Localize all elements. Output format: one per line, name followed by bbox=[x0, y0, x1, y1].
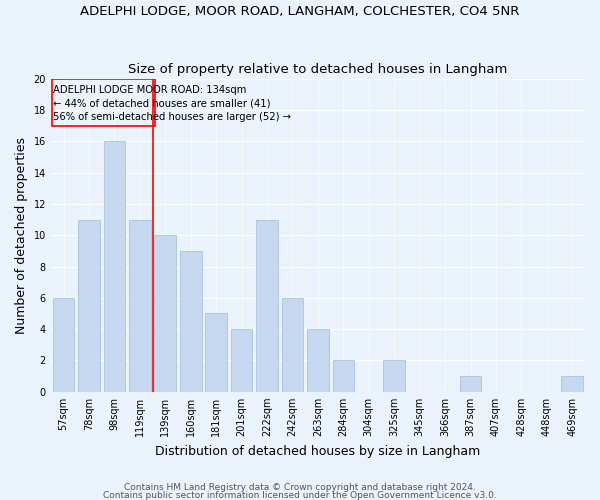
Bar bbox=[180, 251, 202, 392]
Bar bbox=[307, 329, 329, 392]
Text: ADELPHI LODGE MOOR ROAD: 134sqm: ADELPHI LODGE MOOR ROAD: 134sqm bbox=[53, 85, 247, 95]
X-axis label: Distribution of detached houses by size in Langham: Distribution of detached houses by size … bbox=[155, 444, 481, 458]
Bar bbox=[78, 220, 100, 392]
Bar bbox=[154, 235, 176, 392]
Text: Contains HM Land Registry data © Crown copyright and database right 2024.: Contains HM Land Registry data © Crown c… bbox=[124, 484, 476, 492]
Text: 56% of semi-detached houses are larger (52) →: 56% of semi-detached houses are larger (… bbox=[53, 112, 292, 122]
Bar bbox=[104, 141, 125, 392]
Text: Contains public sector information licensed under the Open Government Licence v3: Contains public sector information licen… bbox=[103, 490, 497, 500]
Title: Size of property relative to detached houses in Langham: Size of property relative to detached ho… bbox=[128, 63, 508, 76]
Bar bbox=[460, 376, 481, 392]
Bar bbox=[281, 298, 303, 392]
Bar bbox=[53, 298, 74, 392]
Bar bbox=[205, 314, 227, 392]
Bar bbox=[231, 329, 253, 392]
Bar bbox=[332, 360, 354, 392]
Text: ← 44% of detached houses are smaller (41): ← 44% of detached houses are smaller (41… bbox=[53, 98, 271, 108]
Bar bbox=[129, 220, 151, 392]
Bar bbox=[256, 220, 278, 392]
Bar bbox=[383, 360, 405, 392]
Bar bbox=[562, 376, 583, 392]
Y-axis label: Number of detached properties: Number of detached properties bbox=[15, 136, 28, 334]
Text: ADELPHI LODGE, MOOR ROAD, LANGHAM, COLCHESTER, CO4 5NR: ADELPHI LODGE, MOOR ROAD, LANGHAM, COLCH… bbox=[80, 5, 520, 18]
